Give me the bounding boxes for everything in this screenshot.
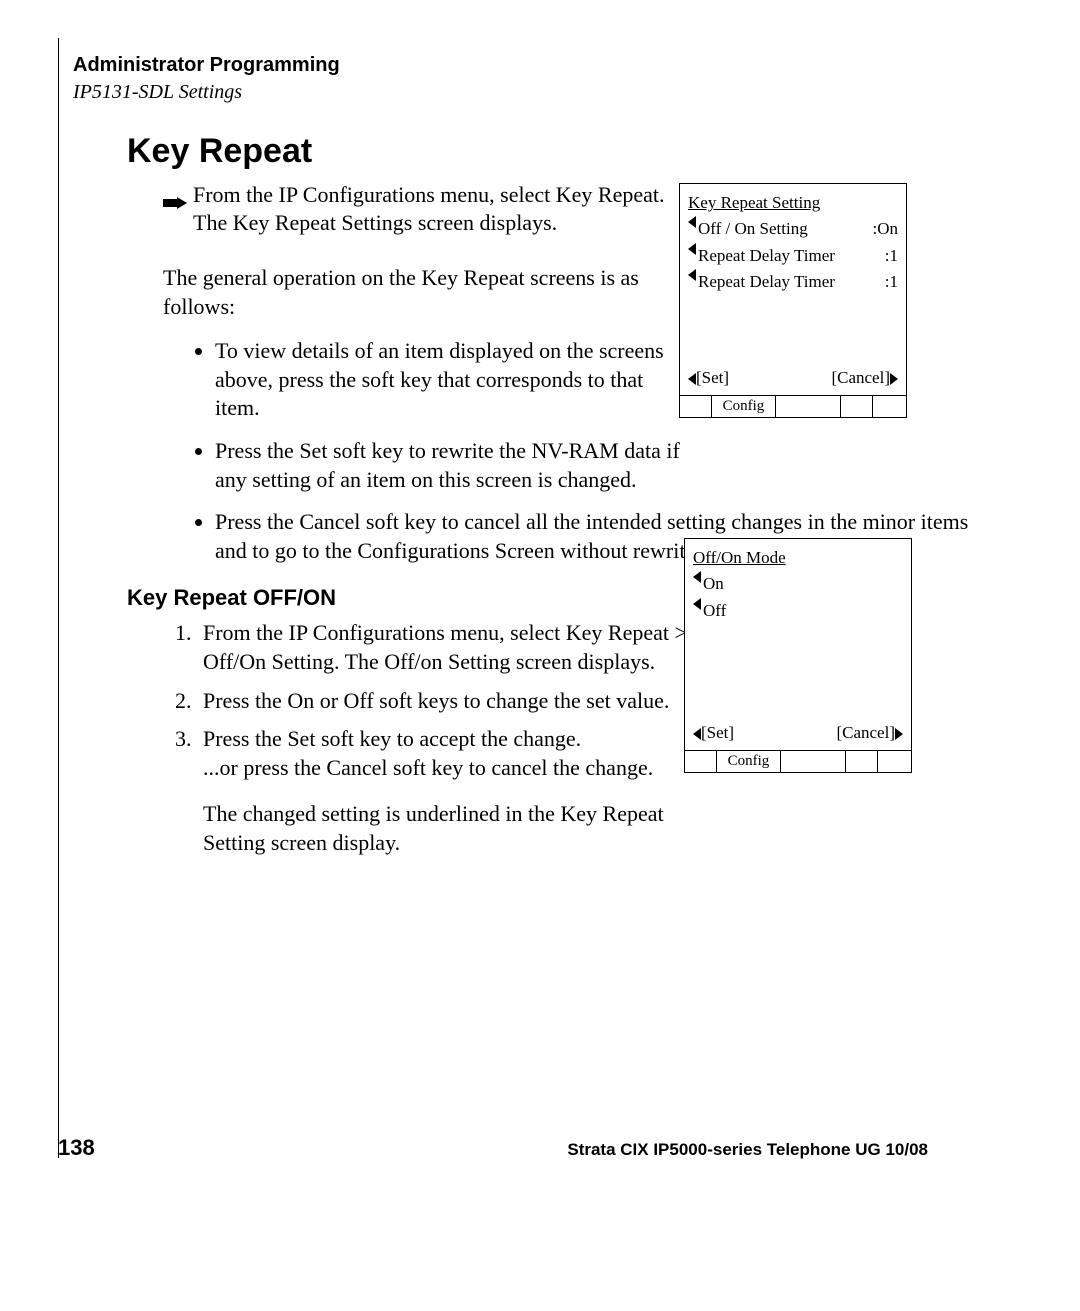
screen-row: Off [693,598,903,624]
cancel-softkey[interactable]: [Cancel] [831,365,898,391]
screen-softkey-row: [Set] [Cancel] [688,365,898,391]
screen-key-repeat-setting: Key Repeat Setting Off / On Setting :On … [679,183,907,418]
intro-para: The general operation on the Key Repeat … [163,264,683,321]
tab-config[interactable]: Config [717,751,781,772]
tab-cell[interactable] [873,396,906,417]
page-number: 138 [58,1135,95,1161]
row-value: :On [867,216,899,242]
screen-off-on-mode: Off/On Mode On Off [Set] [Cancel] Config [684,538,912,773]
screen-tabs: Config [680,395,906,417]
right-arrow-icon [163,188,187,216]
tab-cell[interactable] [685,751,717,772]
step3-main: Press the Set soft key to accept the cha… [203,726,581,751]
tab-cell[interactable] [846,751,879,772]
step3-extra2: The changed setting is underlined in the… [203,800,717,857]
tab-cell[interactable] [776,396,840,417]
left-triangle-icon [693,598,701,610]
header-subsection: IP5131-SDL Settings [73,81,1038,104]
right-triangle-icon [890,373,898,385]
footer-right: Strata CIX IP5000-series Telephone UG 10… [567,1140,928,1160]
row-label: Off [703,598,726,624]
tab-cell[interactable] [878,751,911,772]
screen-inner: Key Repeat Setting Off / On Setting :On … [680,184,906,395]
step-item: Press the On or Off soft keys to change … [197,687,717,716]
screen-title: Off/On Mode [693,545,903,571]
step-item: From the IP Configurations menu, select … [197,619,717,676]
left-triangle-icon [688,216,696,228]
row-label: Repeat Delay Timer [698,243,835,269]
left-triangle-icon [688,243,696,255]
left-triangle-icon [693,571,701,583]
cancel-softkey[interactable]: [Cancel] [836,720,903,746]
row-label: Repeat Delay Timer [698,269,835,295]
right-triangle-icon [895,728,903,740]
screen-tabs: Config [685,750,911,772]
intro-arrow-line: From the IP Configurations menu, select … [163,181,683,236]
screen-title: Key Repeat Setting [688,190,898,216]
tab-cell[interactable] [781,751,845,772]
set-softkey[interactable]: [Set] [693,720,734,746]
page-footer: 138 Strata CIX IP5000-series Telephone U… [58,1135,928,1161]
row-value: :1 [879,269,898,295]
row-value: :1 [879,243,898,269]
tab-config[interactable]: Config [712,396,776,417]
screen-softkey-row: [Set] [Cancel] [693,720,903,746]
step-item: Press the Set soft key to accept the cha… [197,725,717,857]
bullet-item: To view details of an item displayed on … [215,337,685,423]
intro-arrow-text: From the IP Configurations menu, select … [193,182,664,235]
screen-row: Repeat Delay Timer :1 [688,269,898,295]
steps-list: From the IP Configurations menu, select … [197,619,717,857]
tab-cell[interactable] [680,396,712,417]
left-triangle-icon [688,373,696,385]
screen-row: Off / On Setting :On [688,216,898,242]
screen-row: Repeat Delay Timer :1 [688,243,898,269]
row-label: On [703,571,724,597]
left-triangle-icon [693,728,701,740]
step3-extra1: ...or press the Cancel soft key to cance… [203,755,653,780]
tab-cell[interactable] [841,396,874,417]
row-label: Off / On Setting [698,216,808,242]
screen-row: On [693,571,903,597]
bullet-item: Press the Set soft key to rewrite the NV… [215,437,685,494]
screen-inner: Off/On Mode On Off [Set] [Cancel] [685,539,911,750]
header-section: Administrator Programming [73,54,1038,77]
set-softkey[interactable]: [Set] [688,365,729,391]
main-heading: Key Repeat [127,132,1038,171]
left-triangle-icon [688,269,696,281]
